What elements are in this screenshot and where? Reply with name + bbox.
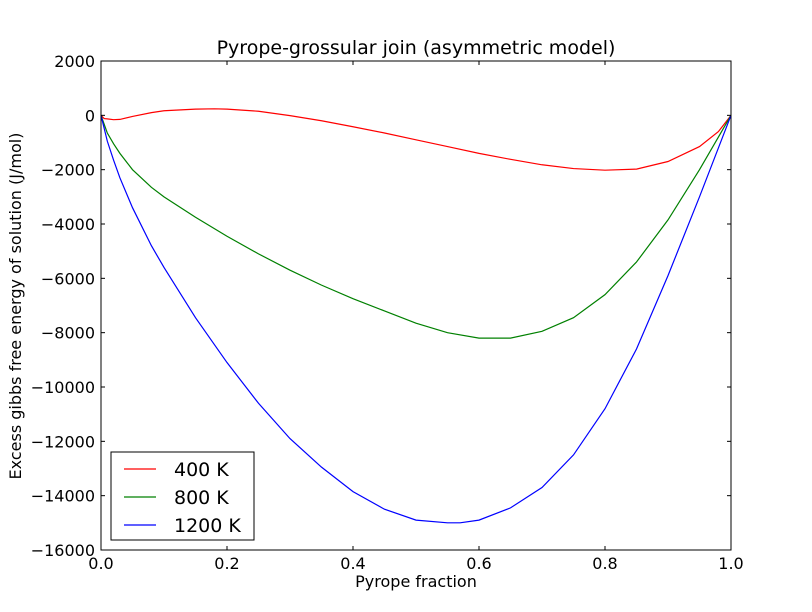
series-line-1 (100, 115, 732, 339)
legend-label-0: 400 K (174, 459, 229, 481)
x-tick-label: 0.2 (214, 554, 239, 573)
y-tick-label: 0 (85, 106, 95, 125)
series-line-0 (100, 108, 732, 171)
chart-title: Pyrope-grossular join (asymmetric model) (217, 37, 616, 59)
y-tick-label: −6000 (41, 269, 95, 288)
x-tick-label: 0.6 (466, 554, 491, 573)
legend-label-2: 1200 K (174, 515, 241, 537)
y-tick-label: −8000 (41, 324, 95, 343)
y-tick-label: −10000 (31, 378, 95, 397)
plot-lines (100, 108, 732, 524)
x-tick-label: 1.0 (718, 554, 743, 573)
legend-label-1: 800 K (174, 487, 229, 509)
legend: 400 K 800 K 1200 K (110, 451, 255, 541)
x-axis-label: Pyrope fraction (355, 572, 477, 591)
x-tick-label: 0.0 (88, 554, 113, 573)
x-tick-label: 0.8 (592, 554, 617, 573)
x-tick-label: 0.4 (340, 554, 365, 573)
plot-frame (100, 60, 732, 551)
y-tick-label: 2000 (54, 52, 95, 71)
y-axis-label: Excess gibbs free energy of solution (J/… (6, 133, 25, 480)
y-tick-label: −16000 (31, 541, 95, 560)
y-tick-label: −4000 (41, 215, 95, 234)
y-tick-label: −14000 (31, 487, 95, 506)
axes: 0.0 0.2 0.4 0.6 0.8 1.0 2000 0 −2000 −4000 −6000 −8… (31, 52, 744, 573)
y-tick-label: −12000 (31, 432, 95, 451)
y-tick-label: −2000 (41, 161, 95, 180)
series-line-2 (100, 115, 732, 524)
